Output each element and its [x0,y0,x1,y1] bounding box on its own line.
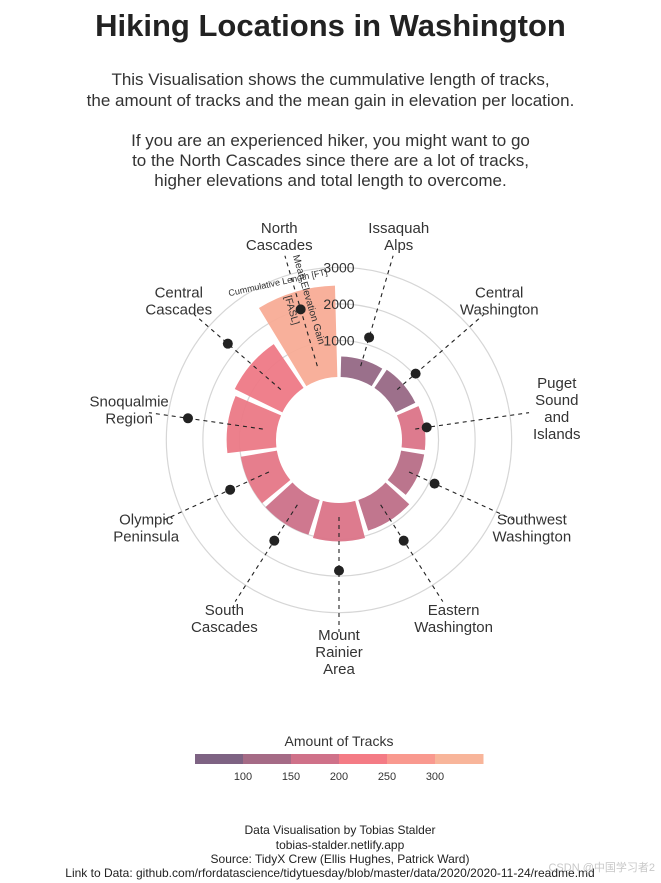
subtitle-line-5: higher elevations and total length to ov… [154,171,507,190]
elevation-dot [429,478,440,489]
radial-tick-label: 1000 [323,332,354,348]
bar-issaquah-alps [340,356,383,387]
legend-swatch [435,754,484,764]
dashed-line [193,313,282,390]
category-label: Puget Sound and Islands [533,375,581,443]
legend-swatch [291,754,340,764]
bar-mount-rainier-area [312,500,366,542]
legend-tick-label: 250 [378,771,396,783]
category-label: Olympic Peninsula [113,512,180,546]
radial-tick-label: 2000 [323,296,354,312]
category-label: Eastern Washington [414,602,493,636]
bar-north-cascades [258,285,338,387]
radial-tick-label: 3000 [323,259,354,275]
credit-line-3: Source: TidyX Crew (Ellis Hughes, Patric… [210,852,470,866]
credit-line-1: Data Visualisation by Tobias Stalder [244,823,436,837]
legend-tick-label: 300 [426,771,444,783]
bar-south-cascades [265,482,320,535]
legend-title: Amount of Tracks [284,733,394,749]
legend-swatch [243,754,292,764]
bar-snoqualmie-region [226,396,282,454]
category-label: Issaquah Alps [368,220,429,254]
credit-line-2: tobias-stalder.netlify.app [275,838,405,852]
subtitle-line-4: to the North Cascades since there are a … [132,151,529,170]
legend-swatch [339,754,388,764]
legend-tick-label: 100 [234,771,252,783]
dashed-line [148,412,263,430]
subtitle-line-2: the amount of tracks and the mean gain i… [86,91,575,110]
category-label: Central Washington [460,285,539,319]
elevation-dot [421,422,432,433]
dashed-line [360,255,394,367]
elevation-dot [225,484,236,495]
elevation-dot [222,338,233,349]
subtitle-line-1: This Visualisation shows the cummulative… [111,70,550,89]
credit-line-4: Link to Data: github.com/rfordatascience… [65,866,595,880]
category-label: Snoqualmie Region [90,393,169,427]
bar-olympic-peninsula [240,450,291,504]
elevation-dot [364,332,375,343]
elevation-dot [182,413,193,424]
category-label: North Cascades [246,220,313,254]
dashed-line [408,471,514,521]
bar-eastern-washington [358,482,410,531]
chart-title: Hiking Locations in Washington [95,8,566,43]
dashed-line [380,504,444,602]
elevation-dot [295,304,306,315]
legend-swatch [195,754,244,764]
legend-tick-label: 200 [330,771,348,783]
elevation-dot [410,368,421,379]
dashed-line [415,412,530,430]
bar-southwest-washington [387,450,425,495]
elevation-dot [398,535,409,546]
dashed-line [234,504,298,602]
grid-ring [165,266,513,614]
category-label: Southwest Washington [493,512,572,546]
category-label: Mount Rainier Area [315,627,363,678]
bar-central-washington [374,369,416,413]
category-label: South Cascades [191,602,258,636]
subtitle-line-3: If you are an experienced hiker, you mig… [131,131,530,150]
legend-tick-label: 150 [282,771,300,783]
legend-swatch [387,754,436,764]
elevation-dot [269,535,280,546]
bar-puget-sound-and-islands [396,406,426,451]
category-label: Central Cascades [145,285,212,319]
watermark: CSDN @中国学习者2 [548,862,655,874]
elevation-dot [334,565,344,576]
dashed-line [164,471,270,521]
bar-central-cascades [234,344,304,413]
dashed-line [396,313,485,390]
